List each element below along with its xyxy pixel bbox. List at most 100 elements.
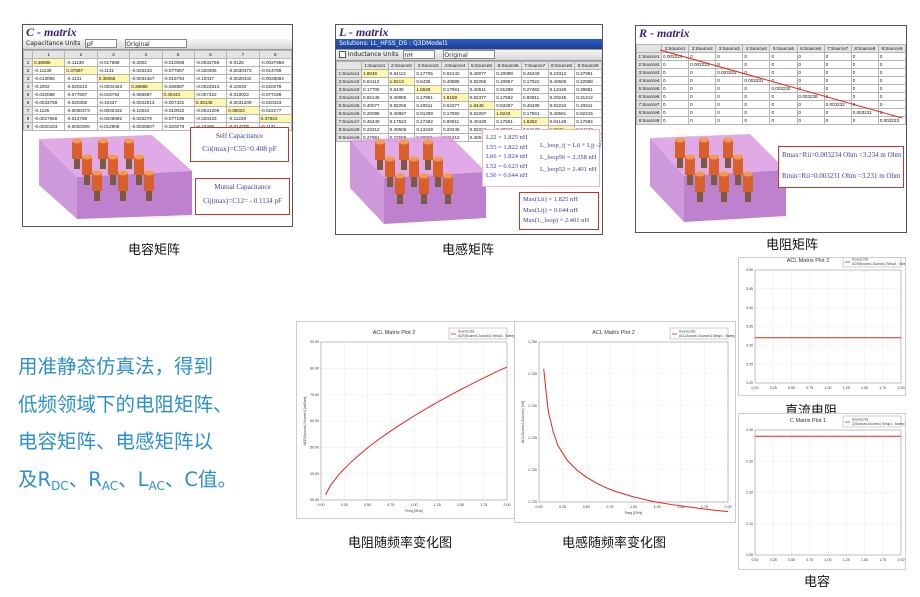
table-row: 8 -0.0027958 -0.014789 -0.0028892 -0.020279-…	[23, 114, 292, 123]
table-cell: -0.2002	[129, 58, 163, 67]
table-cell: 0.92142	[440, 69, 469, 78]
self-inductance-item: L52 = 0.623 nH	[486, 162, 528, 170]
caption-cap-matrix: 电容矩阵	[128, 243, 181, 258]
table-cell: 0.40511	[467, 85, 496, 94]
r-board-3d-image	[650, 134, 786, 222]
max-inductance-box: Max(Lii) = 1.825 nH Max(Lij) = 0.644 nH Ma…	[519, 192, 599, 230]
x-tick-label: 1.25	[843, 386, 850, 390]
legend-entry: DCR(Source1,Source1) Setup1 : Sweep1	[852, 262, 905, 266]
table-cell: 0.63297	[467, 109, 496, 118]
table-cell: -0.015794	[161, 74, 195, 83]
table-cell: -0.10034	[226, 82, 260, 91]
c-matrix-table: 1 2 3 4 5 6 7 8 1 0.38896 -0.11139 -0.017888 -0.2002…	[23, 50, 292, 131]
board-front	[77, 171, 192, 219]
table-cell: 0	[688, 116, 717, 125]
table-cell: -0.0028892	[96, 114, 131, 123]
x-tick-label: 1.00	[630, 505, 637, 509]
x-tick-label: 0.00	[318, 503, 325, 507]
caption-ind-freq: 电感随频率变化图	[562, 536, 667, 551]
column-header: 4	[129, 50, 163, 59]
table-cell: 0.38023	[226, 106, 260, 115]
table-row: 4:Source4 0.92145 0.40885 0.17961 1.8158 0.62…	[336, 93, 602, 102]
table-cell: 0.40077	[361, 101, 389, 110]
x-tick-label: 2.00	[898, 386, 905, 390]
table-cell: 0.40867	[494, 77, 522, 86]
table-cell: -0.020279	[129, 114, 163, 123]
plot-area	[754, 429, 902, 556]
column-header: 8:Source8	[547, 61, 576, 70]
components	[72, 138, 154, 201]
table-cell: 0.17522	[387, 117, 416, 126]
series-line	[543, 368, 729, 513]
x-tick-label: 2.00	[898, 558, 905, 562]
column-header: 3	[96, 50, 131, 59]
y-tick-label: 80.00	[310, 367, 319, 371]
plot-area	[538, 341, 729, 503]
l-mode-select[interactable]: Original	[443, 50, 496, 59]
column-header: 2:Source2	[387, 61, 416, 70]
y-tick-label: 3.40	[746, 306, 753, 310]
table-cell: -0.11139	[64, 58, 98, 67]
table-row: 6:Source6 0.20098 0.40867 0.91299 0.17592 0.6…	[336, 109, 602, 118]
c-toolbar-label: Capacitance	[26, 40, 64, 47]
table-cell: 0.17522	[520, 77, 549, 86]
table-cell: 0.6438	[387, 85, 416, 94]
x-tick-label: 1.00	[411, 503, 418, 507]
mutual-capacitance-heading: Mutual Capacitance	[214, 183, 271, 191]
table-cell: -0.020243	[64, 82, 98, 91]
table-cell: -0.0020432	[96, 106, 131, 115]
table-row: 9 -0.0020193 -0.0020306 -0.012906 -0.0028507…	[23, 122, 292, 131]
x-tick-label: 1.50	[457, 503, 464, 507]
table-cell: -0.1126	[31, 106, 66, 115]
table-cell: -0.017888	[96, 58, 131, 67]
l-units-select[interactable]: nH	[403, 50, 436, 59]
y-tick-label: 3.30	[746, 344, 753, 348]
table-cell: 0.17694	[574, 117, 602, 126]
table-cell: 0.23312	[547, 69, 576, 78]
self-inductance-item: L22 = 1.825 nH	[486, 134, 528, 141]
row-header: 5	[23, 90, 33, 99]
x-tick-label: 1.25	[654, 505, 661, 509]
table-cell: 0	[796, 116, 825, 125]
legend-entry: C(Source1,Source1) Setup1 : Sweep1	[852, 422, 905, 426]
max-inductance-item: Max(L_loop) = 2.401 nH	[523, 217, 590, 224]
y-tick-label: 2.20	[746, 491, 753, 495]
board-left	[39, 139, 77, 219]
loop-inductance-list: L_loop_ij = Lii + Ljj -2*Lij L_loop56 = 2…	[540, 140, 602, 176]
table-cell: 0.22558	[574, 77, 602, 86]
table-cell: 0	[715, 116, 744, 125]
caption-res-matrix: 电阻矩阵	[766, 238, 819, 253]
table-cell: 0.17961	[440, 85, 469, 94]
r-diagonal-line	[659, 49, 902, 119]
table-cell: 0.40443	[161, 90, 195, 99]
table-row: 2:Source2 0.64112 1.8213 0.6438 0.40885 0.922…	[336, 77, 602, 86]
table-cell: 0.64112	[361, 77, 389, 86]
c-mode-select[interactable]: Original	[125, 39, 188, 48]
table-cell: 0.17561	[494, 117, 522, 126]
l-solutions-label: Solutions:	[339, 40, 369, 47]
table-row: 3:Source3 0.17705 0.6438 1.8049 0.17961 0.405…	[336, 85, 602, 94]
table-cell: -0.086987	[161, 82, 195, 91]
table-cell: 0.40511	[574, 101, 602, 110]
mutual-capacitance-formula: Cij(max)=C12= - 0.1134 pF	[203, 197, 282, 205]
x-tick-label: 0.75	[387, 503, 394, 507]
y-tick-label: 2.00	[746, 553, 753, 557]
x-tick-label: 1.50	[861, 558, 868, 562]
c-matrix-toolbar: Capacitance Units pF Original	[23, 39, 292, 50]
c-units-select[interactable]: pF	[85, 39, 118, 48]
c-board-3d-image	[39, 135, 192, 219]
table-cell: 1.8158	[440, 93, 469, 102]
table-cell: 1.8046	[361, 69, 389, 78]
table-row: 5:Source5 0 0 0 0 0.003232 0 0 0 0	[636, 84, 906, 93]
table-cell: -0.2002	[31, 82, 66, 91]
description-text: 用准静态仿真法，得到 低频领域下的电阻矩阵、 电容矩阵、电感矩阵以 及RDC、R…	[18, 348, 298, 505]
table-cell: -0.007322	[161, 98, 195, 107]
table-cell: 0.40077	[467, 69, 496, 78]
l-inductance-checkbox[interactable]	[339, 51, 346, 58]
x-tick-label: 1.00	[825, 386, 832, 390]
row-header: 8	[23, 114, 33, 123]
column-header: 3:Source3	[414, 61, 442, 70]
table-row: 4:Source4 0 0 0 0.003231 0 0 0 0 0	[636, 76, 906, 85]
table-cell: -0.0028892	[258, 74, 292, 83]
